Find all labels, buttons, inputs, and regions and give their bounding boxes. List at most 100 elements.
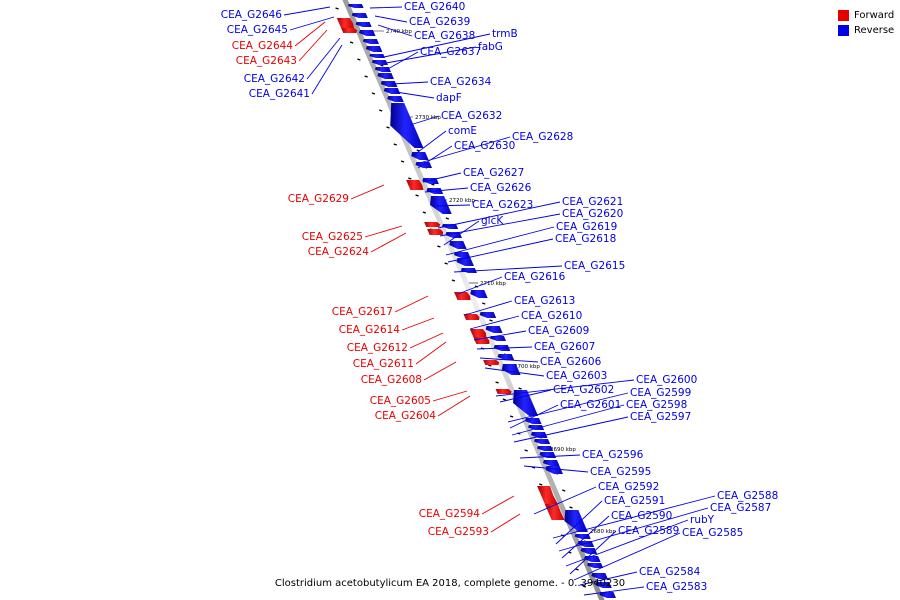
gene-leader	[579, 571, 638, 586]
reverse-gene-arrow	[489, 336, 507, 341]
reverse-gene-arrow	[456, 258, 474, 266]
scale-tick	[444, 262, 448, 265]
gene-leader	[453, 265, 563, 273]
forward-gene-arrow	[463, 314, 480, 320]
gene-label: CEA_G2589	[618, 525, 679, 537]
gene-leader	[409, 115, 440, 126]
scale-tick	[415, 194, 419, 197]
gene-leader	[481, 495, 515, 515]
reverse-gene-arrow	[347, 4, 364, 8]
gene-label: CEA_G2626	[470, 182, 532, 194]
gene-leader	[484, 367, 545, 377]
reverse-gene-arrow	[485, 326, 503, 333]
reverse-gene-arrow	[383, 88, 401, 94]
scale-tick	[393, 143, 397, 146]
gene-leader	[311, 44, 343, 95]
gene-label: CEA_G2608	[361, 374, 422, 386]
gene-leader	[409, 332, 444, 349]
reverse-gene-arrow	[374, 67, 391, 72]
gene-leader	[417, 145, 453, 169]
reverse-gene-arrow	[479, 312, 497, 318]
legend-reverse-swatch	[838, 25, 849, 36]
gene-leader	[385, 51, 419, 71]
gene-label: rubY	[690, 514, 715, 526]
gene-label: CEA_G2611	[353, 358, 414, 370]
scale-tick	[364, 75, 368, 78]
reverse-gene-arrow	[497, 354, 515, 360]
gene-leader	[490, 513, 521, 533]
gene-label: fabG	[478, 41, 503, 53]
gene-leader	[423, 361, 457, 381]
scale-tick	[380, 64, 384, 67]
scale-tick	[569, 506, 573, 509]
legend: Forward Reverse	[838, 8, 894, 38]
legend-forward-swatch	[838, 10, 849, 21]
gene-label: CEA_G2615	[564, 260, 625, 272]
legend-forward: Forward	[838, 8, 894, 23]
gene-leader	[555, 500, 603, 545]
gene-label: CEA_G2616	[504, 271, 566, 283]
scale-tick	[488, 364, 492, 367]
reverse-gene-arrow	[453, 252, 471, 258]
reverse-gene-arrow	[527, 425, 545, 430]
scale-tick	[518, 387, 522, 390]
gene-label: CEA_G2594	[419, 508, 481, 520]
gene-label: CEA_G2642	[244, 73, 305, 85]
forward-gene-arrow	[427, 229, 444, 235]
gene-leader	[495, 379, 635, 397]
gene-label: CEA_G2602	[553, 384, 614, 396]
gene-label: CEA_G2623	[472, 199, 533, 211]
gene-label: CEA_G2609	[528, 325, 589, 337]
gene-label: CEA_G2583	[646, 581, 707, 593]
scale-label: 2720 kbp	[449, 198, 475, 204]
reverse-gene-arrow	[542, 460, 560, 466]
forward-gene-arrow	[424, 222, 441, 227]
gene-label: CEA_G2619	[556, 221, 617, 233]
gene-leader	[415, 341, 447, 365]
gene-leader	[561, 515, 610, 559]
gene-label: CEA_G2595	[590, 466, 651, 478]
gene-label: CEA_G2630	[454, 140, 515, 152]
scale-tick	[489, 319, 493, 322]
forward-gene-arrow	[336, 18, 355, 28]
reverse-gene-arrow	[536, 446, 554, 451]
gene-label: CEA_G2612	[347, 342, 408, 354]
reverse-gene-arrow	[449, 241, 467, 249]
legend-forward-label: Forward	[854, 10, 895, 21]
scale-tick	[400, 160, 405, 163]
gene-leader	[370, 232, 407, 253]
gene-label: CEA_G2621	[562, 196, 623, 208]
gene-label: CEA_G2591	[604, 495, 665, 507]
gene-label: CEA_G2593	[428, 526, 489, 538]
gene-leader	[509, 404, 559, 429]
gene-leader	[479, 357, 539, 363]
scale-tick	[371, 92, 376, 95]
scale-tick	[378, 109, 383, 112]
gene-label: trmB	[492, 28, 518, 40]
scale-tick	[335, 7, 339, 10]
reverse-gene-arrow	[355, 22, 372, 27]
gene-leader	[395, 91, 435, 99]
legend-reverse-label: Reverse	[854, 25, 895, 36]
gene-label: CEA_G2634	[430, 76, 492, 88]
gene-label: CEA_G2628	[512, 131, 573, 143]
gene-label: CEA_G2618	[555, 233, 616, 245]
scale-label: 2680 kbp	[590, 529, 616, 535]
gene-label: CEA_G2584	[639, 566, 701, 578]
gene-label: CEA_G2601	[560, 399, 621, 411]
reverse-gene-arrow	[470, 290, 488, 298]
scale-label: 2730 kbp	[415, 115, 441, 121]
reverse-gene-arrow	[595, 582, 612, 588]
gene-label: CEA_G2644	[232, 40, 294, 52]
gene-label: CEA_G2585	[682, 527, 743, 539]
gene-label: CEA_G2596	[582, 449, 644, 461]
gene-leader	[306, 37, 341, 80]
legend-reverse: Reverse	[838, 23, 894, 38]
scale-tick	[524, 449, 528, 452]
gene-leader	[437, 395, 471, 417]
gene-label: CEA_G2610	[521, 310, 582, 322]
scale-tick	[562, 489, 566, 492]
reverse-gene-arrow	[369, 54, 385, 58]
gene-label: CEA_G2643	[236, 55, 297, 67]
